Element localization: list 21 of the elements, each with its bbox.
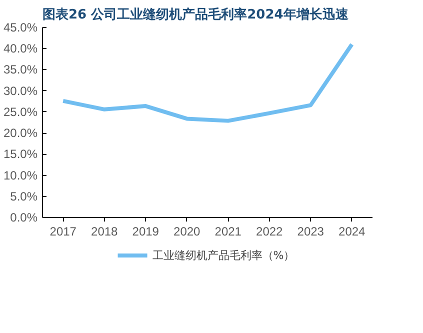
chart-title: 图表26 公司工业缝纫机产品毛利率2024年增长迅速 xyxy=(42,6,350,22)
y-tick-label: 15.0% xyxy=(3,147,38,162)
x-tick-label: 2021 xyxy=(214,224,242,238)
y-tick-label: 30.0% xyxy=(3,84,38,98)
x-tick-label: 2022 xyxy=(256,224,284,238)
y-tick-label: 10.0% xyxy=(3,168,38,182)
y-tick-label: 25.0% xyxy=(3,104,38,119)
y-tick-label: 20.0% xyxy=(3,126,38,140)
y-tick-label: 5.0% xyxy=(10,189,38,204)
x-tick-label: 2017 xyxy=(50,224,77,238)
x-tick-label: 2020 xyxy=(174,224,201,238)
y-tick-label: 45.0% xyxy=(3,20,38,34)
line-series xyxy=(61,42,354,123)
x-tick-label: 2018 xyxy=(91,224,118,238)
x-tick-label: 2023 xyxy=(297,224,324,238)
y-tick-label: 35.0% xyxy=(3,62,38,77)
y-tick-label: 0.0% xyxy=(10,210,38,224)
x-tick-label: 2024 xyxy=(338,224,366,238)
x-tick-label: 2019 xyxy=(132,224,160,238)
y-tick-label: 40.0% xyxy=(3,42,38,56)
legend-label: 工业缝纫机产品毛利率（%） xyxy=(152,248,295,262)
